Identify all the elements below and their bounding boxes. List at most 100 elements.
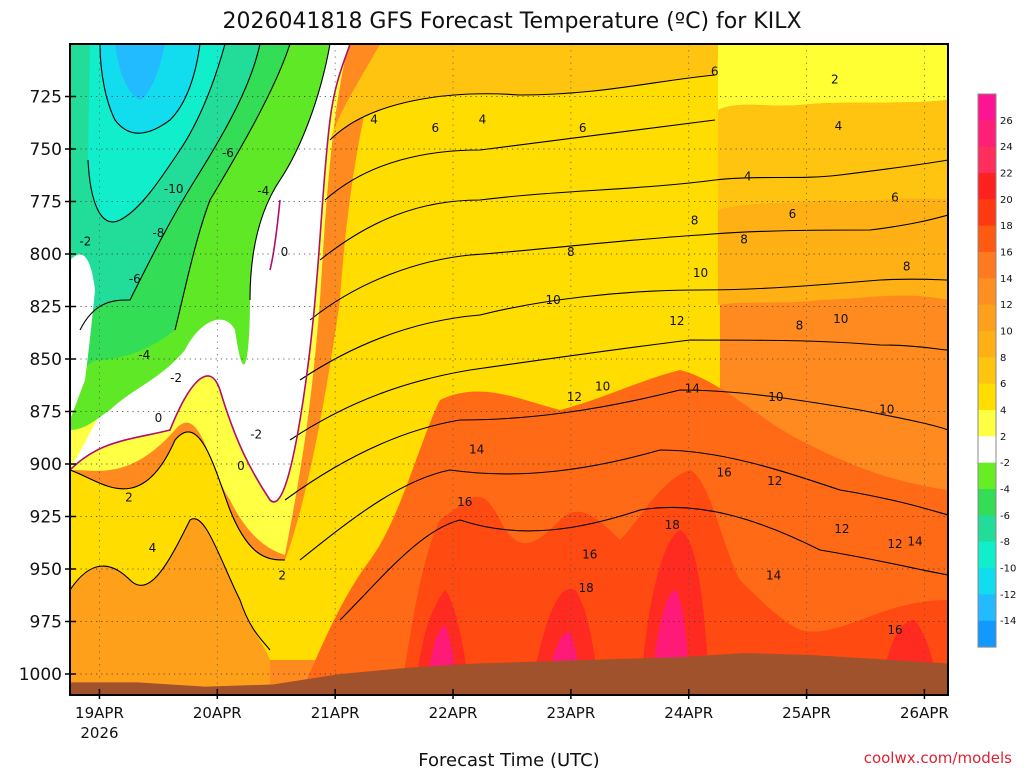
contour-label: -2 <box>79 234 91 248</box>
colorbar-swatch <box>978 462 996 490</box>
contour-label: 6 <box>789 207 797 221</box>
y-tick-label: 725 <box>30 88 62 108</box>
contour-label: 4 <box>835 119 843 133</box>
contour-line <box>299 449 948 561</box>
colorbar-swatch <box>978 146 996 174</box>
x-tick-label: 26APR <box>900 704 949 722</box>
colorbar-swatch <box>978 94 996 121</box>
colorbar-tick-label: -10 <box>1000 564 1016 575</box>
contour-lines <box>70 44 948 651</box>
x-tick-label: 23APR <box>546 704 595 722</box>
contour-line <box>87 44 226 223</box>
contour-label: 10 <box>595 379 610 393</box>
colorbar: 26 24 22 20 18 16 14 12 10 8 6 4 2 -2 -4 -6 -8 -10 -12 -14 <box>977 93 1016 648</box>
y-tick-label: 1000 <box>19 665 62 685</box>
colorbar-swatch <box>978 173 996 200</box>
zero-contour-line <box>269 199 281 271</box>
colorbar-swatch <box>978 541 996 569</box>
contour-label: 0 <box>281 245 289 259</box>
credit-link[interactable]: coolwx.com/models <box>864 749 1012 767</box>
contour-label: 16 <box>582 547 597 561</box>
x-tick-label: 24APR <box>664 704 713 722</box>
contour-label: 14 <box>685 381 700 395</box>
colorbar-tick-label: -14 <box>1000 616 1016 627</box>
x-tick-label: 22APR <box>429 704 478 722</box>
contour-label: 0 <box>155 411 163 425</box>
contour-label: 16 <box>887 623 902 637</box>
contour-line <box>299 278 948 381</box>
contour-line <box>329 74 716 141</box>
y-tick-label: 900 <box>30 455 62 475</box>
contour-label: 16 <box>716 465 731 479</box>
colorbar-tick-label: 18 <box>1000 221 1013 232</box>
contour-label: 4 <box>744 169 752 183</box>
contour-label: 8 <box>796 318 804 332</box>
plot-area: -2 -4 -6 -8 -10 -6 -4 -2 0 -2 0 0 2 4 2 4 6 4 6 6 2 4 4 8 8 6 6 8 8 1… <box>70 44 948 695</box>
colorbar-swatch <box>978 515 996 543</box>
colorbar-tick-label: 24 <box>1000 142 1013 153</box>
colorbar-tick-label: 26 <box>1000 116 1013 127</box>
contour-line <box>249 44 331 301</box>
y-tick-label: 850 <box>30 350 62 370</box>
contour-label: 12 <box>669 314 684 328</box>
y-tick-label: 775 <box>30 193 62 213</box>
plot-frame <box>69 43 949 696</box>
contour-label: 10 <box>833 312 848 326</box>
y-axis: 725 750 775 800 825 850 875 900 925 950 975 1000 <box>19 88 76 685</box>
y-tick-label: 925 <box>30 508 62 528</box>
region-yellow-upper-right <box>718 44 948 110</box>
colorbar-swatch <box>978 120 996 148</box>
contour-line <box>70 518 271 651</box>
contour-label: 16 <box>457 495 472 509</box>
colorbar-swatch <box>978 225 996 253</box>
contour-label: 6 <box>579 121 587 135</box>
x-axis-label: Forecast Time (UTC) <box>418 750 599 768</box>
x-tick-label: 21APR <box>311 704 360 722</box>
contour-line <box>289 339 948 441</box>
contour-label: 2 <box>278 568 286 582</box>
colorbar-frame <box>977 93 997 648</box>
y-tick-label: 800 <box>30 245 62 265</box>
contour-label: 8 <box>567 245 575 259</box>
colorbar-tick-label: 16 <box>1000 248 1013 259</box>
colorbar-tick-label: 6 <box>1000 379 1006 390</box>
region-warm-lower-left <box>70 518 270 695</box>
contour-label: -10 <box>164 182 184 196</box>
x-axis: 19APR 2026 20APR 21APR 22APR 23APR 24APR 25APR 2… <box>75 689 949 742</box>
x-tick-label: 19APR <box>75 704 124 722</box>
contour-label: 2 <box>831 73 839 87</box>
contour-label: 18 <box>665 518 680 532</box>
contour-label: 12 <box>834 522 849 536</box>
contour-label: -4 <box>138 348 150 362</box>
contour-label: -8 <box>152 226 164 240</box>
region-orange-right <box>718 198 948 305</box>
contour-line <box>309 214 948 321</box>
contour-label: -4 <box>257 184 269 198</box>
contour-label: 2 <box>125 491 133 505</box>
y-tick-label: 950 <box>30 560 62 580</box>
y-tick-label: 875 <box>30 403 62 423</box>
colorbar-tick-label: -4 <box>1000 485 1010 496</box>
contour-label: 6 <box>432 121 440 135</box>
y-tick-label: 975 <box>30 613 62 633</box>
contour-label: 14 <box>766 568 781 582</box>
colorbar-swatch <box>978 304 996 332</box>
colorbar-tick-label: -12 <box>1000 590 1016 601</box>
y-tick-label: 750 <box>30 140 62 160</box>
x-tick-label: 20APR <box>193 704 242 722</box>
zero-degree-lines <box>70 44 351 503</box>
region-gold-right <box>718 100 948 210</box>
grid-lines <box>70 44 948 695</box>
contour-label: 10 <box>546 293 561 307</box>
contour-label: 6 <box>891 190 899 204</box>
contour-label: 10 <box>768 390 783 404</box>
contour-line <box>99 44 201 134</box>
colorbar-swatch <box>978 489 996 516</box>
contour-label: 18 <box>579 581 594 595</box>
colorbar-tick-label: 8 <box>1000 353 1006 364</box>
colorbar-tick-label: 2 <box>1000 432 1006 443</box>
region-white-pocket-upper-left <box>70 254 95 420</box>
contour-label: 4 <box>370 113 378 127</box>
contour-label: -2 <box>170 371 182 385</box>
